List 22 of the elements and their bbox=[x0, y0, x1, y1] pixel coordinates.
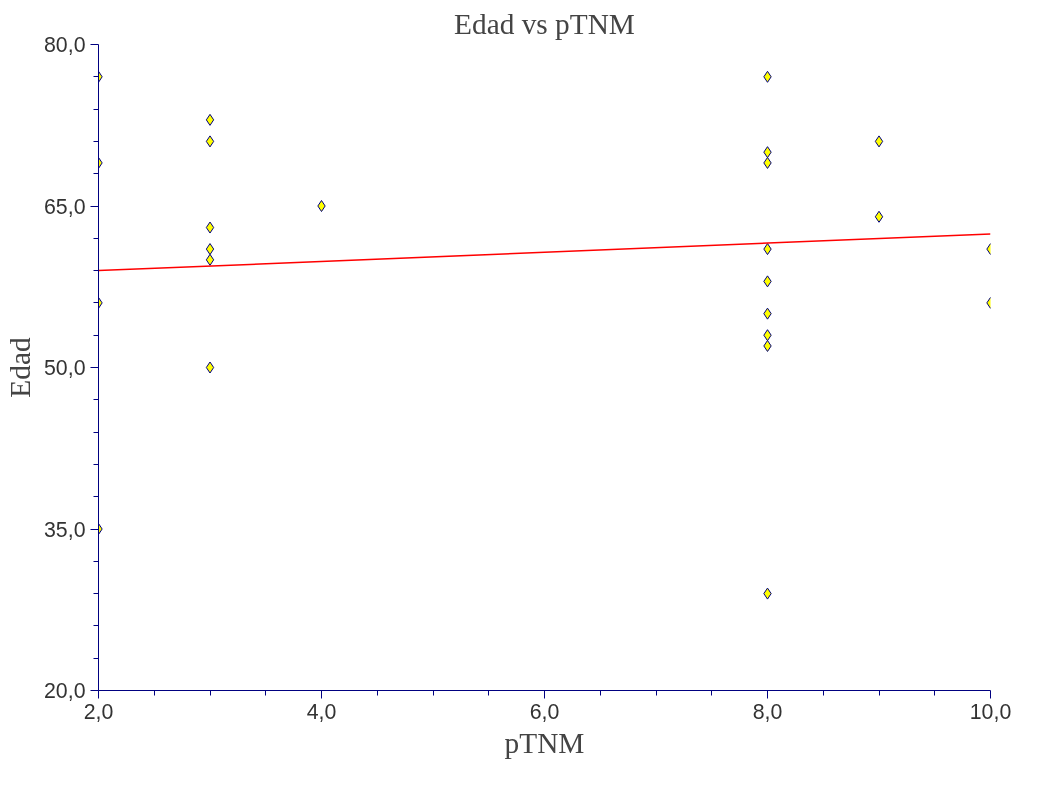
y-tick-label: 50,0 bbox=[43, 356, 86, 380]
x-tick-label: 10,0 bbox=[969, 699, 1012, 724]
point bbox=[205, 135, 215, 148]
point bbox=[205, 361, 215, 374]
y-axis-title: Edad bbox=[3, 337, 36, 398]
point bbox=[205, 243, 215, 256]
point bbox=[205, 113, 215, 126]
chart-title: Edad vs pTNM bbox=[454, 7, 635, 40]
y-tick-label: 35,0 bbox=[43, 517, 86, 542]
point bbox=[874, 210, 884, 223]
y-tick-label: 80,0 bbox=[43, 33, 86, 57]
x-tick-label: 8,0 bbox=[752, 699, 783, 724]
x-tick-label: 4,0 bbox=[306, 699, 337, 724]
x-tick-label: 6,0 bbox=[529, 699, 560, 724]
x-tick-label: 2,0 bbox=[83, 699, 114, 724]
x-axis-title: pTNM bbox=[504, 726, 585, 759]
y-tick-label: 20,0 bbox=[43, 679, 86, 703]
point bbox=[317, 200, 326, 212]
point bbox=[205, 221, 215, 234]
point bbox=[874, 135, 884, 148]
y-tick-label: 65,0 bbox=[43, 194, 86, 219]
point bbox=[205, 253, 215, 266]
